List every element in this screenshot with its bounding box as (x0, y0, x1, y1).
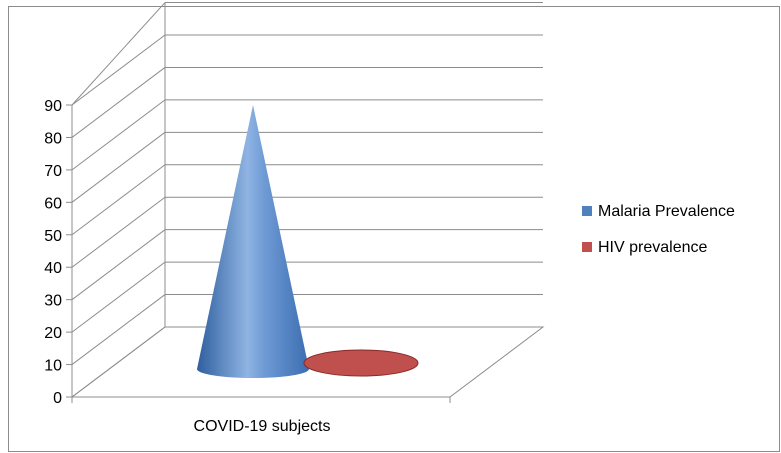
legend-item-hiv: HIV prevalence (582, 239, 707, 256)
legend-item-malaria: Malaria Prevalence (582, 203, 735, 220)
y-tick-label: 70 (44, 163, 62, 180)
gridline-diagonal (71, 131, 166, 203)
legend: Malaria Prevalence HIV prevalence (582, 203, 735, 256)
cone-hiv-prevalence (303, 349, 419, 377)
gridline-diagonal (71, 34, 166, 106)
gridline-diagonal (71, 229, 166, 301)
y-tick-label: 10 (44, 358, 62, 375)
gridline-diagonal (71, 261, 166, 333)
y-tick-label: 50 (44, 228, 62, 245)
gridline-diagonal (71, 2, 166, 106)
grid-layer (70, 2, 545, 398)
y-tick-label: 20 (44, 325, 62, 342)
marks-layer (197, 105, 419, 378)
y-tick-label: 60 (44, 195, 62, 212)
y-tick-label: 40 (44, 260, 62, 277)
y-tick-label: 80 (44, 130, 62, 147)
legend-swatch (582, 242, 592, 252)
y-tick-label: 0 (53, 390, 62, 407)
gridline-diagonal (71, 99, 166, 171)
legend-label: Malaria Prevalence (598, 203, 735, 220)
x-category-label: COVID-19 subjects (194, 418, 331, 435)
y-tick-label: 90 (44, 98, 62, 115)
gridline-diagonal (71, 164, 166, 236)
y-tick-label: 30 (44, 293, 62, 310)
cone-malaria-prevalence (197, 105, 309, 378)
axis-layer: 0 10 20 30 40 50 60 70 80 90 COVID-19 subjects (44, 98, 451, 435)
gridline-diagonal (71, 67, 166, 138)
gridline-diagonal (71, 196, 166, 268)
legend-label: HIV prevalence (598, 239, 707, 256)
chart-frame (8, 6, 780, 452)
gridline-diagonal (71, 294, 166, 365)
legend-swatch (582, 206, 592, 216)
